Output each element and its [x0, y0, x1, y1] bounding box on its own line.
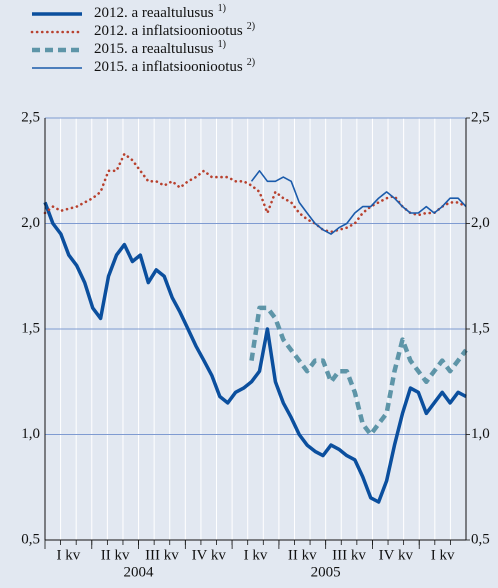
y-tick-label: 1,5: [21, 320, 40, 336]
legend-entry: 2012. a reaaltulusus 1): [94, 3, 226, 21]
x-tick-label: I kv: [57, 547, 81, 563]
legend-name: 2015. a inflatsiooniootus: [94, 59, 243, 75]
legend-entry: 2015. a inflatsiooniootus 2): [94, 57, 255, 75]
y-tick-label: 0,5: [21, 531, 40, 547]
y-tick-label: 2,5: [21, 109, 40, 125]
y2-tick-label: 0,5: [471, 531, 490, 547]
year-label: 2005: [311, 564, 341, 580]
year-label: 2004: [124, 564, 155, 580]
legend-note: 1): [218, 39, 226, 50]
legend-name: 2015. a reaaltulusus: [94, 41, 214, 57]
x-tick-label: III kv: [145, 547, 179, 563]
x-tick-label: IV kv: [192, 547, 227, 563]
x-tick-label: I kv: [244, 547, 268, 563]
x-tick-label: II kv: [288, 547, 317, 563]
y-tick-label: 2,0: [21, 215, 40, 231]
series-line: [43, 152, 468, 234]
y2-tick-label: 1,5: [471, 320, 490, 336]
legend-name: 2012. a reaaltulusus: [94, 5, 214, 21]
y-tick-label: 1,0: [21, 426, 40, 442]
y2-tick-label: 2,0: [471, 215, 490, 231]
legend-name: 2012. a inflatsiooniootus: [94, 23, 243, 39]
y2-tick-label: 2,5: [471, 109, 490, 125]
x-tick-label: I kv: [431, 547, 455, 563]
series-line: [250, 170, 467, 235]
x-tick-label: II kv: [101, 547, 130, 563]
y2-tick-label: 1,0: [471, 426, 490, 442]
legend-note: 1): [218, 3, 226, 14]
series-line: [43, 201, 467, 504]
x-tick-label: IV kv: [379, 547, 414, 563]
legend-note: 2): [247, 57, 255, 68]
legend-entry: 2015. a reaaltulusus 1): [94, 39, 226, 57]
series-line: [249, 305, 468, 437]
legend-note: 2): [247, 21, 255, 32]
legend-entry: 2012. a inflatsiooniootus 2): [94, 21, 255, 39]
x-tick-label: III kv: [332, 547, 366, 563]
